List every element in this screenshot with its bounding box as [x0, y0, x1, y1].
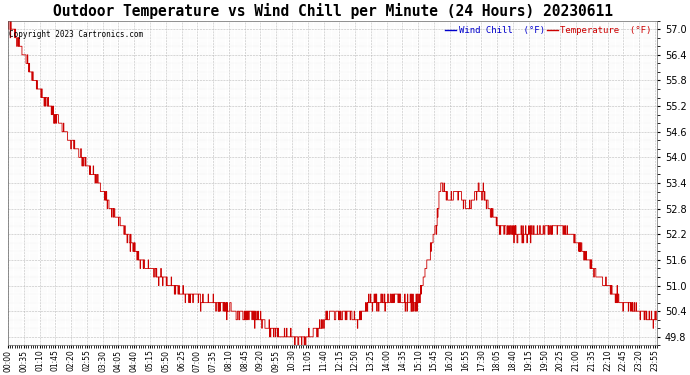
Title: Outdoor Temperature vs Wind Chill per Minute (24 Hours) 20230611: Outdoor Temperature vs Wind Chill per Mi…: [52, 3, 613, 20]
Text: Copyright 2023 Cartronics.com: Copyright 2023 Cartronics.com: [9, 30, 144, 39]
Legend: Wind Chill  (°F), Temperature  (°F): Wind Chill (°F), Temperature (°F): [444, 25, 653, 36]
